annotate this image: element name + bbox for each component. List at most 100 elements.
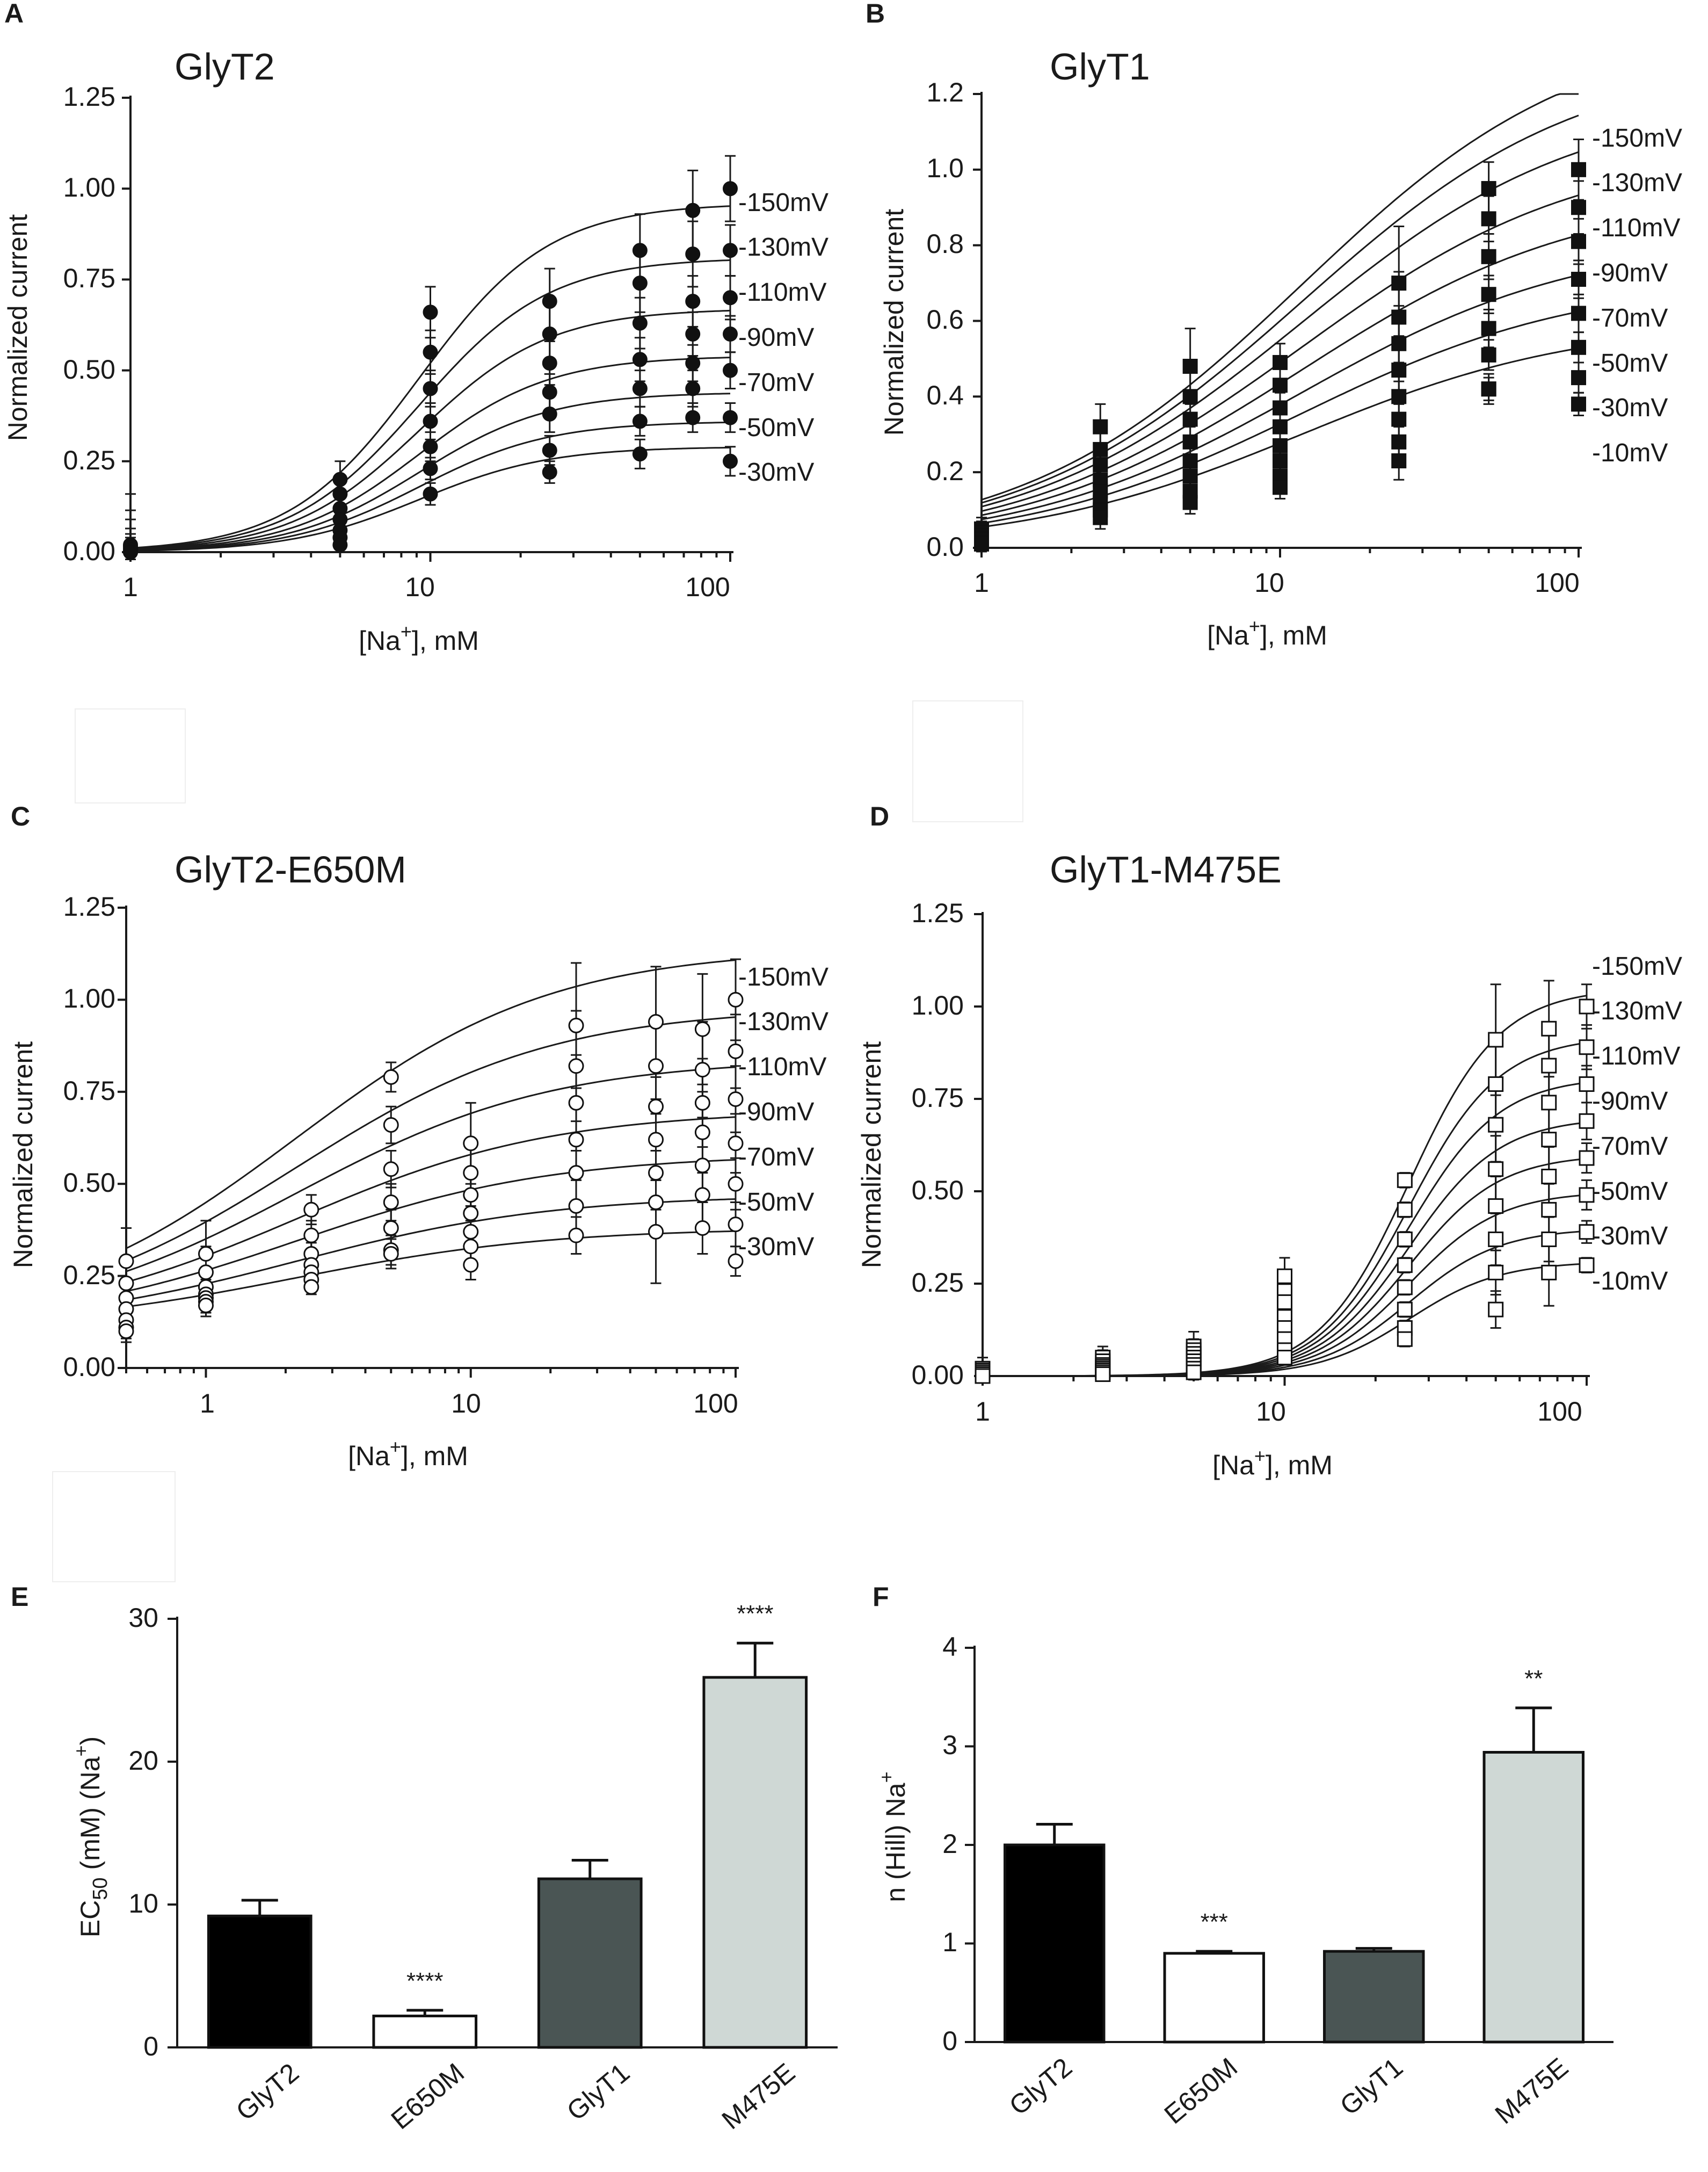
data-point: [694, 1187, 710, 1203]
bar: [702, 1676, 808, 2049]
data-point: [685, 247, 701, 262]
data-point: [1391, 336, 1407, 351]
data-point: [648, 1132, 664, 1148]
voltage-label: -150mV: [1592, 952, 1682, 981]
data-point: [728, 1091, 744, 1107]
data-point: [1277, 1268, 1292, 1284]
voltage-label: -130mV: [1592, 169, 1682, 197]
placeholder-box: [52, 1471, 176, 1582]
data-point: [423, 461, 438, 476]
data-point: [463, 1187, 479, 1203]
data-point: [1571, 370, 1586, 386]
y-tick-label: 2: [942, 1829, 957, 1859]
data-point: [568, 1017, 584, 1033]
voltage-label: -30mV: [1592, 394, 1668, 422]
y-tick-label: 0.50: [912, 1175, 964, 1205]
data-point: [728, 1217, 744, 1233]
data-point: [648, 1194, 664, 1210]
data-point: [1397, 1201, 1413, 1218]
data-point: [1273, 419, 1288, 435]
voltage-label: -110mV: [1592, 214, 1681, 242]
panel-label: F: [873, 1582, 889, 1612]
data-point: [632, 276, 648, 291]
y-axis-label: Normalized current: [8, 1041, 38, 1268]
data-point: [632, 315, 648, 331]
voltage-label: -110mV: [738, 1053, 827, 1081]
data-point: [423, 381, 438, 396]
y-tick-label: 0.75: [63, 263, 115, 293]
data-point: [423, 344, 438, 360]
voltage-label: -10mV: [1592, 439, 1668, 467]
placeholder-box: [75, 708, 186, 803]
data-point: [685, 410, 701, 425]
data-point: [198, 1297, 214, 1313]
data-point: [1579, 1076, 1595, 1092]
y-tick-label: 1.00: [912, 990, 964, 1020]
voltage-label: -30mV: [738, 458, 814, 487]
data-point: [383, 1246, 399, 1262]
bar: [1482, 1751, 1585, 2044]
y-tick-label: 1.2: [926, 77, 964, 107]
y-axis-label: EC50 (mM) (Na+): [70, 1736, 112, 1937]
data-point: [1391, 389, 1407, 404]
x-tick-label: 1: [975, 1396, 990, 1427]
voltage-label: -130mV: [738, 233, 828, 262]
data-point: [123, 545, 138, 560]
y-tick-label: 1.25: [912, 898, 964, 928]
fit-curve: [126, 1016, 736, 1262]
data-point: [198, 1246, 214, 1262]
data-point: [632, 446, 648, 462]
data-point: [568, 1095, 584, 1111]
data-point: [1273, 453, 1288, 469]
data-point: [1579, 998, 1595, 1015]
data-point: [1182, 389, 1198, 404]
data-point: [1277, 1294, 1292, 1310]
data-point: [1579, 1224, 1595, 1240]
data-point: [1579, 1150, 1595, 1166]
y-axis-label: Normalized current: [856, 1041, 886, 1268]
panel-label: E: [11, 1582, 28, 1612]
panel-label: A: [4, 0, 24, 28]
data-point: [568, 1227, 584, 1243]
data-point: [332, 472, 348, 487]
x-category-label: M475E: [1489, 2052, 1574, 2130]
data-point: [723, 363, 738, 378]
data-point: [1579, 1039, 1595, 1055]
data-point: [463, 1135, 479, 1152]
voltage-label: -50mV: [1592, 1177, 1668, 1206]
voltage-label: -70mV: [738, 368, 814, 397]
data-point: [1391, 363, 1407, 378]
data-point: [974, 536, 989, 552]
data-point: [1541, 1231, 1557, 1247]
data-point: [1571, 396, 1586, 412]
data-point: [1397, 1301, 1413, 1317]
data-point: [463, 1239, 479, 1255]
voltage-label: -150mV: [738, 963, 828, 991]
data-point: [648, 1165, 664, 1181]
data-point: [1488, 1161, 1504, 1177]
data-point: [1488, 1198, 1504, 1214]
y-axis-label: Normalized current: [3, 214, 33, 441]
data-point: [1182, 453, 1198, 469]
voltage-label: -150mV: [1592, 124, 1682, 153]
data-point: [1182, 434, 1198, 450]
data-point: [1488, 1076, 1504, 1092]
voltage-label: -110mV: [1592, 1042, 1681, 1070]
data-point: [723, 243, 738, 258]
data-point: [118, 1275, 134, 1291]
bar: [537, 1877, 643, 2049]
voltage-label: -90mV: [738, 1098, 814, 1126]
data-point: [1571, 306, 1586, 321]
data-point: [1488, 1301, 1504, 1317]
data-point: [1481, 381, 1496, 397]
x-axis-label: [Na+], mM: [348, 1436, 468, 1471]
y-tick-label: 4: [942, 1632, 957, 1662]
data-point: [118, 1253, 134, 1269]
data-point: [1093, 419, 1108, 435]
y-tick-label: 0.50: [63, 354, 115, 385]
data-point: [423, 305, 438, 320]
voltage-label: -30mV: [1592, 1222, 1668, 1250]
x-category-label: GlyT1: [561, 2058, 635, 2127]
data-point: [1488, 1231, 1504, 1247]
